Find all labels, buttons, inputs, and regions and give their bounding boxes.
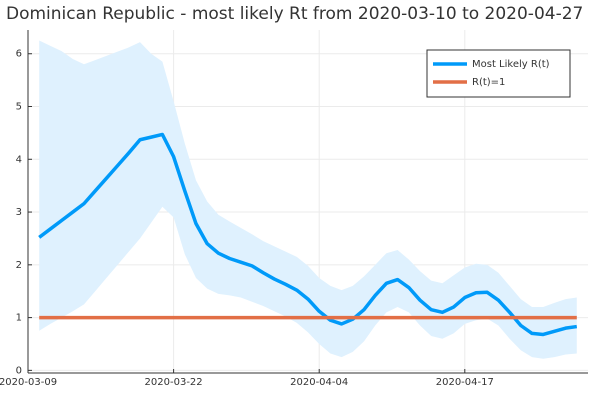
y-tick-label: 1 (16, 313, 22, 324)
chart-title: Dominican Republic - most likely Rt from… (6, 4, 583, 24)
x-tick-label: 2020-03-22 (145, 377, 203, 388)
legend-label: Most Likely R(t) (472, 59, 550, 70)
y-tick-label: 0 (16, 365, 22, 376)
y-tick-label: 3 (16, 207, 22, 218)
y-tick-label: 2 (16, 260, 22, 271)
y-tick-label: 5 (16, 102, 22, 113)
x-tick-label: 2020-04-17 (436, 377, 494, 388)
x-tick-label: 2020-04-04 (290, 377, 348, 388)
x-tick-label: 2020-03-09 (0, 377, 57, 388)
y-tick-label: 6 (16, 49, 22, 60)
series-line (38, 132, 578, 337)
y-tick-label: 4 (16, 154, 22, 165)
confidence-band (39, 40, 577, 359)
legend-label: R(t)=1 (472, 77, 505, 88)
legend-box (426, 49, 571, 98)
